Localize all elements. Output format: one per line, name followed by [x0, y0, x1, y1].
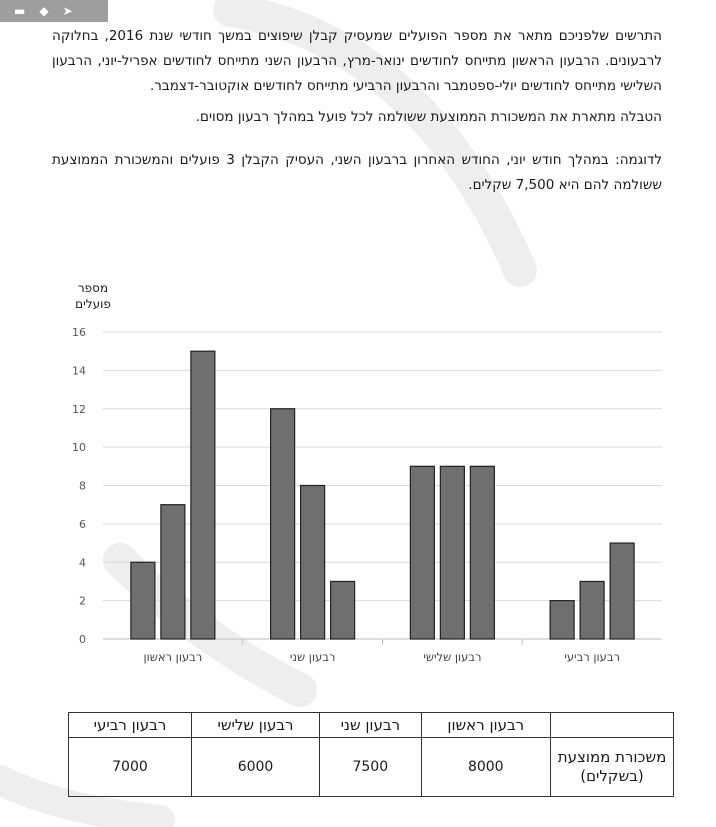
- table-header-row: רבעון ראשון רבעון שני רבעון שלישי רבעון …: [68, 712, 674, 738]
- diamond-icon[interactable]: ◆: [39, 4, 49, 18]
- bar: [270, 408, 296, 640]
- x-tick-label: רבעון שני: [290, 650, 336, 664]
- table-cell: 8000: [420, 737, 552, 797]
- table-col-header: רבעון ראשון: [420, 712, 552, 738]
- y-tick-label: 16: [72, 326, 86, 339]
- bar: [190, 350, 216, 640]
- y-tick-label: 12: [72, 403, 86, 416]
- y-tick-label: 6: [79, 518, 86, 531]
- table-col-header: רבעון שני: [319, 712, 422, 738]
- bar: [579, 580, 605, 640]
- table-row: משכורת ממוצעת (בשקלים) 8000 7500 6000 70…: [68, 737, 674, 797]
- bar: [549, 600, 575, 640]
- table-col-header: רבעון רביעי: [68, 712, 192, 738]
- menu-icon[interactable]: ▬: [14, 4, 26, 18]
- question-text: התרשים שלפניכם מתאר את מספר הפועלים שמעס…: [52, 24, 662, 204]
- table-corner: [550, 712, 674, 738]
- y-tick-label: 4: [79, 556, 86, 569]
- table-cell: 7000: [68, 737, 192, 797]
- bar: [409, 465, 435, 640]
- x-tick-label: רבעון שלישי: [423, 650, 481, 664]
- toolbar: ▬ ◆ ➤: [0, 0, 108, 22]
- bar: [439, 465, 465, 640]
- y-tick-label: 10: [72, 441, 86, 454]
- table-cell: 7500: [319, 737, 422, 797]
- y-axis-label-line2: פועלים: [75, 297, 111, 311]
- bar: [609, 542, 635, 640]
- bar: [160, 504, 186, 640]
- paragraph-example: לדוגמה: במהלך חודש יוני, החודש האחרון בר…: [52, 152, 662, 193]
- paragraph-table-description: הטבלה מתארת את המשכורת הממוצעת ששולמה לכ…: [195, 109, 662, 125]
- paragraph-intro: התרשים שלפניכם מתאר את מספר הפועלים שמעס…: [52, 28, 662, 94]
- table-col-header: רבעון שלישי: [190, 712, 321, 738]
- cursor-icon[interactable]: ➤: [62, 4, 73, 18]
- bar: [330, 580, 356, 640]
- table-cell: 6000: [190, 737, 321, 797]
- bar: [300, 484, 326, 640]
- y-axis-label-line1: מספר: [77, 281, 109, 295]
- bar-chart: 0 2 4 6 8 10 12 14 16 רבעון ראשון רבעון שני רבעון ש…: [72, 326, 662, 664]
- y-tick-label: 2: [79, 595, 86, 608]
- y-tick-label: 0: [79, 633, 86, 646]
- salary-table: רבעון ראשון רבעון שני רבעון שלישי רבעון …: [68, 712, 674, 797]
- x-tick-label: רבעון רביעי: [564, 650, 620, 664]
- bar: [469, 465, 495, 640]
- bar: [130, 561, 156, 640]
- table-row-header: משכורת ממוצעת (בשקלים): [550, 737, 674, 797]
- y-axis-label: מספר פועלים: [58, 280, 128, 312]
- y-tick-label: 8: [79, 480, 86, 493]
- y-tick-label: 14: [72, 364, 86, 377]
- x-tick-label: רבעון ראשון: [143, 650, 202, 664]
